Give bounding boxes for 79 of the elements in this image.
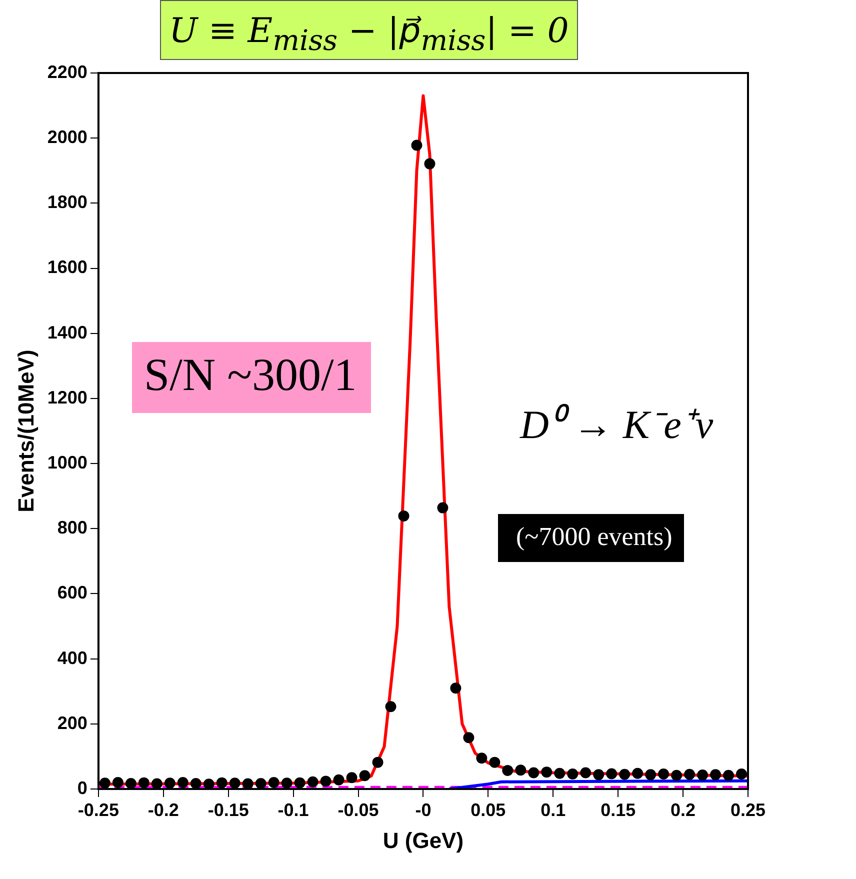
y-tick-label: 1600 [47, 257, 88, 278]
y-tick-label: 1400 [47, 322, 88, 342]
x-tick-label: 0.1 [540, 800, 566, 820]
point [567, 768, 578, 780]
point [398, 510, 410, 522]
point [242, 778, 254, 789]
point [541, 766, 552, 778]
point [190, 778, 202, 789]
x-tick-label: -0.2 [148, 800, 179, 820]
point [658, 768, 670, 780]
y-tick-label: 800 [57, 518, 88, 538]
y-tick-label: 600 [57, 582, 88, 603]
point [320, 776, 332, 787]
point [177, 776, 188, 788]
point [125, 778, 136, 789]
point [424, 158, 436, 170]
point [203, 778, 214, 789]
x-axis-title: U (GeV) [382, 828, 464, 853]
point [294, 777, 306, 788]
point [684, 768, 696, 780]
point [697, 770, 708, 781]
point [333, 774, 344, 786]
point [450, 682, 462, 694]
point [411, 140, 422, 151]
point [372, 756, 384, 768]
point [528, 767, 540, 778]
point [489, 756, 500, 768]
point [216, 777, 228, 788]
annotation: (~7000 events) [498, 514, 684, 562]
x-tick-label: -0 [415, 800, 432, 820]
point [385, 701, 396, 712]
y-axis-title: Events/(10MeV) [13, 350, 38, 512]
annotation: S/N ~300/1 [132, 342, 371, 413]
y-tick-label: 2000 [47, 127, 88, 148]
x-tick-label: -0.05 [338, 800, 379, 820]
point [671, 770, 682, 781]
y-tick-label: 1800 [47, 192, 88, 212]
point [463, 732, 474, 744]
point [606, 768, 618, 780]
y-tick-label: 400 [57, 648, 88, 668]
annotation: D⁰ → K⁻e⁺ν [520, 395, 714, 450]
point [346, 772, 358, 784]
point [593, 769, 604, 780]
point [554, 768, 566, 779]
x-tick-label: 0.05 [470, 800, 506, 820]
point [710, 769, 722, 780]
x-tick-label: 0.25 [730, 800, 766, 820]
x-tick-label: -0.25 [78, 800, 119, 820]
y-tick-label: 1000 [47, 452, 88, 473]
point [229, 778, 240, 789]
point [268, 776, 280, 788]
point [138, 777, 150, 788]
point [99, 778, 110, 789]
point [619, 768, 630, 780]
point [359, 770, 370, 782]
y-tick-label: 1200 [47, 387, 88, 408]
point [632, 768, 644, 779]
point [736, 768, 748, 780]
x-tick-label: -0.15 [208, 800, 249, 820]
point [281, 778, 292, 789]
point [723, 770, 734, 781]
x-tick-label: 0.15 [600, 800, 636, 820]
point [307, 776, 318, 788]
point [645, 769, 656, 780]
x-tick-label: 0.2 [670, 800, 696, 820]
x-tick-label: -0.1 [278, 800, 309, 820]
point [437, 502, 448, 514]
y-tick-label: 2200 [47, 62, 88, 82]
y-tick-label: 0 [77, 778, 88, 798]
point [112, 776, 124, 788]
point [151, 778, 162, 789]
point [476, 752, 488, 764]
y-tick-label: 200 [57, 712, 88, 733]
chart-title: U ≡ E$_{miss}$ − |p⃗$_{miss}$| = 0 [160, 0, 578, 60]
point [502, 764, 514, 776]
point [255, 778, 266, 789]
point [515, 764, 526, 776]
point [164, 778, 176, 789]
point [580, 767, 592, 778]
